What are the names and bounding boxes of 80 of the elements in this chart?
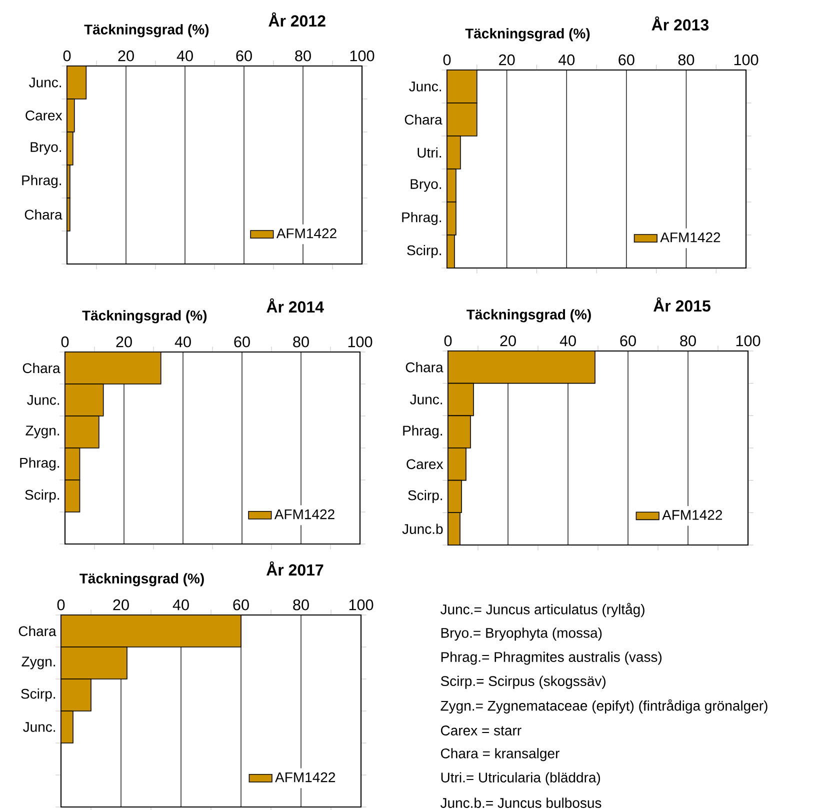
y-tick-label: Bryo.: [410, 179, 442, 192]
y-tick-label: Chara: [18, 626, 56, 636]
x-axis-title: Täckningsgrad (%): [465, 28, 590, 42]
x-tick-label: 100: [348, 336, 372, 348]
x-tick-label: 100: [350, 50, 374, 62]
text: Junc.b.= Juncus bulbosus: [440, 798, 602, 808]
text: Junc.= Juncus articulatus (ryltåg): [440, 602, 644, 618]
text: Scirp.= Scirpus (skogssäv): [440, 676, 606, 689]
y-tick-label: Junc.: [23, 722, 56, 732]
legend-label: AFM1422: [660, 232, 720, 242]
x-tick-label: 60: [618, 54, 634, 66]
x-tick-label: 80: [293, 599, 309, 610]
y-tick-label: Junc.: [410, 394, 442, 404]
y-tick-label: Chara: [406, 362, 444, 372]
y-tick-label: Phrag.: [20, 457, 60, 471]
x-axis-title: Täckningsgrad (%): [466, 309, 591, 322]
x-tick-label: 0: [57, 599, 65, 610]
y-tick-label: Phrag.: [403, 425, 442, 438]
y-tick-label: Scirp.: [21, 688, 56, 702]
y-tick-label: Bryo.: [30, 142, 62, 155]
legend-label: AFM1422: [276, 228, 336, 238]
chart-title: År 2013: [652, 16, 709, 31]
chart-title: År 2017: [266, 561, 324, 576]
y-tick-label: Chara: [24, 209, 62, 220]
y-tick-label: Chara: [404, 114, 442, 125]
y-tick-label: Zygn.: [22, 656, 56, 670]
y-tick-label: Carex: [406, 459, 444, 470]
y-tick-label: Junc.: [409, 82, 442, 92]
chart-title: År 2015: [654, 297, 710, 312]
x-tick-label: 40: [172, 599, 189, 610]
legend-label: AFM1422: [275, 772, 336, 782]
text: Utri.= Utricularia (bläddra): [441, 772, 600, 786]
y-tick-label: Chara: [22, 362, 60, 374]
y-tick-label: Junc.: [27, 395, 60, 405]
y-tick-label: Carex: [26, 110, 62, 120]
x-tick-label: 100: [349, 599, 374, 610]
legend-label: AFM1422: [274, 509, 334, 520]
x-tick-label: 20: [116, 336, 132, 348]
chart-title: År 2014: [266, 298, 324, 313]
y-tick-label: Scirp.: [408, 490, 442, 504]
x-tick-label: 40: [560, 335, 576, 346]
text: Carex = starr: [440, 726, 522, 736]
x-tick-label: 20: [113, 599, 129, 610]
x-tick-label: 0: [61, 336, 69, 348]
y-tick-label: Phrag.: [22, 174, 62, 188]
x-tick-label: 60: [234, 336, 250, 348]
x-tick-label: 60: [236, 50, 252, 62]
y-tick-label: Utri.: [418, 147, 442, 158]
x-tick-label: 80: [295, 50, 311, 62]
text: Phrag.= Phragmites australis (vass): [441, 652, 662, 665]
x-tick-label: 20: [118, 50, 134, 62]
x-tick-label: 0: [63, 50, 71, 62]
x-tick-label: 80: [680, 335, 696, 346]
y-tick-label: Junc.b: [402, 524, 443, 534]
x-tick-label: 40: [174, 336, 191, 348]
x-tick-label: 40: [176, 50, 193, 62]
x-tick-label: 60: [620, 335, 636, 346]
legend-label: AFM1422: [662, 510, 722, 520]
x-tick-label: 0: [444, 335, 452, 346]
x-tick-label: 100: [736, 335, 760, 346]
x-tick-label: 100: [734, 54, 758, 66]
y-tick-label: Zygn.: [26, 426, 60, 438]
x-tick-label: 80: [678, 54, 694, 66]
x-axis-title: Täckningsgrad (%): [82, 310, 207, 324]
x-tick-label: 0: [443, 54, 451, 66]
text: Zygn.= Zygnemataceae (epifyt) (fintrådiga grönalger): [440, 699, 768, 714]
text: Bryo.= Bryophyta (mossa): [441, 628, 602, 641]
x-tick-label: 40: [558, 54, 575, 66]
x-tick-label: 20: [499, 54, 515, 66]
y-tick-label: Scirp.: [25, 489, 60, 503]
x-tick-label: 60: [233, 599, 249, 610]
chart-title: År 2012: [268, 12, 326, 27]
y-tick-label: Scirp.: [407, 244, 442, 258]
x-tick-label: 20: [500, 335, 516, 346]
x-tick-label: 80: [293, 336, 309, 348]
y-tick-label: Junc.: [29, 78, 62, 88]
x-axis-title: Täckningsgrad (%): [80, 573, 204, 586]
x-axis-title: Täckningsgrad (%): [84, 24, 209, 38]
text: Chara = kransalger: [440, 748, 560, 762]
y-tick-label: Phrag.: [402, 212, 442, 226]
